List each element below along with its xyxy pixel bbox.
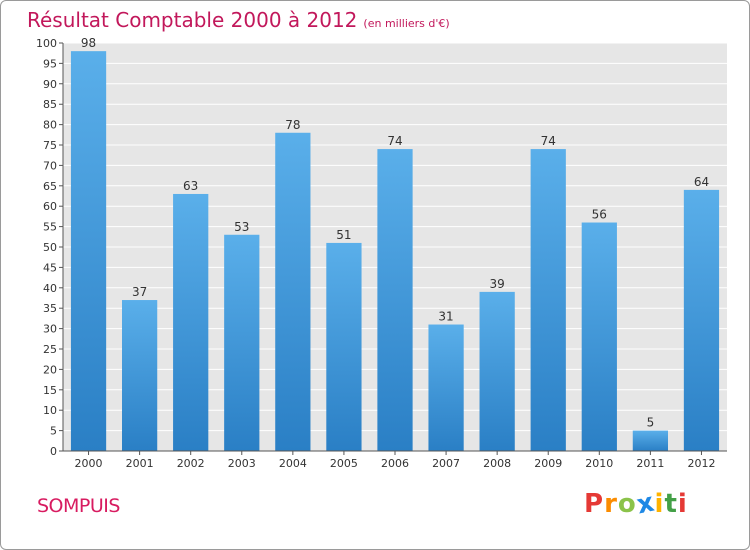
y-tick-label: 35	[43, 302, 57, 315]
logo-letter: o	[617, 489, 637, 519]
data-label-2009: 74	[541, 134, 556, 148]
bar-2009	[530, 149, 566, 451]
x-tick-label: 2007	[432, 457, 460, 470]
bar-2001	[121, 300, 158, 451]
chart-subtitle: (en milliers d'€)	[363, 17, 450, 30]
bar-2003	[224, 234, 260, 451]
bar-2011	[632, 430, 669, 451]
chart-title: Résultat Comptable 2000 à 2012	[27, 8, 358, 32]
data-label-2003: 53	[234, 220, 249, 234]
data-label-2000: 98	[81, 36, 96, 50]
y-tick-label: 50	[43, 241, 57, 254]
data-label-2005: 51	[336, 228, 351, 242]
chart-title-block: Résultat Comptable 2000 à 2012 (en millie…	[27, 8, 450, 32]
logo-letter: t	[664, 489, 678, 519]
y-tick-label: 0	[50, 445, 57, 458]
y-tick-label: 90	[43, 78, 57, 91]
data-label-2007: 31	[438, 310, 453, 324]
x-axis: 2000 2001 2002 2003 2004 2005 2006 2007 2008 2009…	[63, 450, 727, 470]
y-tick-label: 55	[43, 221, 57, 234]
x-tick-label: 2003	[228, 457, 256, 470]
bar-2005	[326, 242, 362, 451]
logo-letter: i	[677, 489, 688, 519]
x-tick-label: 2001	[126, 457, 154, 470]
bar-2008	[479, 291, 515, 451]
commune-name: SOMPUIS	[37, 495, 120, 517]
y-tick-label: 70	[43, 159, 57, 172]
x-tick-label: 2010	[585, 457, 613, 470]
y-tick-label: 15	[43, 384, 57, 397]
bar-2004	[275, 132, 311, 451]
bar-2002	[173, 193, 209, 451]
y-tick-label: 5	[50, 425, 57, 438]
y-tick-label: 85	[43, 98, 57, 111]
x-tick-label: 2009	[534, 457, 562, 470]
logo-letter: i	[654, 489, 665, 519]
bar-2000	[70, 51, 107, 451]
data-label-2002: 63	[183, 179, 198, 193]
x-tick-label: 2004	[279, 457, 307, 470]
y-tick-label: 10	[43, 404, 57, 417]
y-tick-label: 80	[43, 119, 57, 132]
y-tick-label: 40	[43, 282, 57, 295]
x-tick-label: 2000	[75, 457, 103, 470]
y-tick-label: 60	[43, 200, 57, 213]
bar-2012	[683, 189, 720, 451]
x-tick-label: 2011	[636, 457, 664, 470]
y-tick-label: 100	[36, 37, 57, 50]
x-tick-label: 2008	[483, 457, 511, 470]
data-label-2001: 37	[132, 285, 147, 299]
y-tick-label: 20	[43, 363, 57, 376]
y-axis: 0 5 10 15 20 25 30 35 40 45 50 55 60 65 70 75 80 85 90 95 10…	[36, 37, 64, 458]
logo-letter: P	[584, 489, 605, 519]
y-tick-label: 75	[43, 139, 57, 152]
data-label-2008: 39	[490, 277, 505, 291]
y-tick-label: 25	[43, 343, 57, 356]
y-tick-label: 65	[43, 180, 57, 193]
y-tick-label: 95	[43, 57, 57, 70]
bar-2006	[377, 149, 413, 451]
x-tick-label: 2002	[177, 457, 205, 470]
data-label-2010: 56	[592, 208, 607, 222]
bars: 98 37 63 53 78 51 74 31 39 74 56 5 64	[70, 36, 720, 451]
x-tick-label: 2012	[687, 457, 715, 470]
bar-2010	[581, 222, 617, 451]
data-label-2011: 5	[647, 416, 655, 430]
data-label-2012: 64	[694, 175, 709, 189]
x-tick-label: 2006	[381, 457, 409, 470]
x-tick-label: 2005	[330, 457, 358, 470]
data-label-2004: 78	[285, 118, 300, 132]
y-tick-label: 30	[43, 323, 57, 336]
proxiti-logo: Proxiti	[584, 487, 688, 520]
y-tick-label: 45	[43, 261, 57, 274]
data-label-2006: 74	[387, 134, 402, 148]
logo-letter: r	[604, 489, 618, 519]
bar-2007	[428, 324, 464, 451]
